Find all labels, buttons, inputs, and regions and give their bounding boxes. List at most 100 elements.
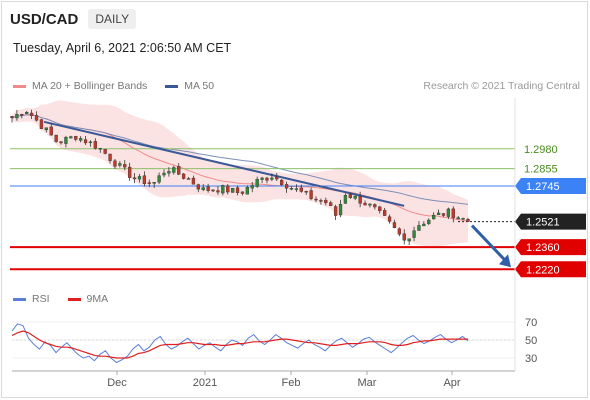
candle-down [39,119,44,130]
ma50-swatch [165,84,179,88]
candle-down [304,191,308,193]
level-tag-1-2521: 1.2521 [515,213,586,230]
candle-up [368,203,372,206]
legend-rsi-label: RSI [32,293,50,305]
candle-down [74,136,78,140]
candle-up [289,188,294,190]
candle-down [280,179,284,186]
candle-down [284,184,289,189]
candle-up [64,137,68,144]
candle-up [88,141,93,144]
level-tag-text: 1.2220 [526,264,560,276]
candle-down [373,204,377,208]
level-tag-shape [515,239,586,256]
level-tag-shape [515,213,586,230]
candle-up [162,172,166,176]
candle-down [123,164,127,168]
candle-up [15,114,19,119]
symbol-label: USD/CAD [10,10,79,28]
x-tick-label-feb: Feb [282,377,301,389]
candle-up [461,218,465,220]
candle-up [69,136,73,139]
resistance-trendline [43,120,405,207]
rsi-legend: RSI 9MA [13,293,126,305]
candle-up [446,208,451,217]
candle-down [196,184,200,190]
legend-9ma-label: 9MA [86,293,109,305]
candle-down [441,213,446,216]
candle-down [235,187,240,193]
price-legend: MA 20 + Bollinger Bands MA 50 [13,80,232,92]
candle-up [422,223,426,227]
legend-rsi: RSI [13,293,50,305]
candle-down [49,126,53,136]
candle-up [25,112,29,114]
rsi-swatch [13,297,26,301]
candle-down [147,182,151,184]
candle-up [230,188,235,193]
candle-down [128,166,132,178]
candle-down [142,175,147,184]
candle-down [314,198,318,201]
candle-down [10,116,14,119]
candle-down [177,166,181,175]
candle-down [265,177,269,181]
candle-up [456,217,460,220]
candle-down [309,190,313,199]
candle-down [181,173,186,179]
rsi-series-9ma [11,330,468,359]
candle-down [226,185,230,193]
candle-up [260,177,264,180]
candle-up [221,185,225,194]
candle-down [387,216,392,222]
candle-down [59,141,63,144]
level-tag-1-2220: 1.2220 [515,261,586,278]
rsi-tick-70: 70 [525,317,537,329]
candle-up [152,182,156,184]
level-label-1-2855: 1.2855 [524,164,558,176]
candle-up [201,187,205,190]
candle-up [353,195,357,199]
candle-down [54,134,58,142]
timeframe-badge[interactable]: DAILY [88,9,137,29]
candle-down [358,196,362,204]
candle-up [157,175,161,183]
candle-up [407,238,411,242]
candle-up [338,204,343,216]
candle-down [333,206,338,216]
forecast-arrow-shaft [470,224,509,264]
candle-up [343,195,348,204]
candle-up [250,185,254,189]
candle-down [397,228,402,235]
legend-ma20: MA 20 + Bollinger Bands [13,80,147,92]
rsi-tick-30: 30 [525,353,537,365]
candle-down [29,112,34,116]
x-tick-label-mar: Mar [358,377,377,389]
level-tag-1-2360: 1.2360 [515,239,586,256]
candle-down [108,153,112,161]
candle-up [432,214,436,220]
candle-up [172,167,176,173]
candle-down [216,190,220,193]
candle-up [270,177,274,180]
x-tick-label-dec: Dec [107,377,127,389]
candle-down [319,200,323,202]
ma20-swatch [13,84,26,88]
legend-9ma: 9MA [67,293,109,305]
candle-down [378,206,382,211]
level-tag-1-2745: 1.2745 [515,178,586,195]
candle-down [382,210,387,216]
level-tag-text: 1.2360 [526,242,560,254]
candle-down [466,219,470,222]
candle-up [44,127,48,131]
candle-up [78,138,83,141]
candle-down [34,115,39,121]
candle-down [451,208,455,219]
chart-header: USD/CAD DAILY [10,7,137,31]
candle-down [363,202,367,206]
candle-down [402,233,406,241]
candle-up [417,225,421,231]
candle-down [206,186,210,191]
